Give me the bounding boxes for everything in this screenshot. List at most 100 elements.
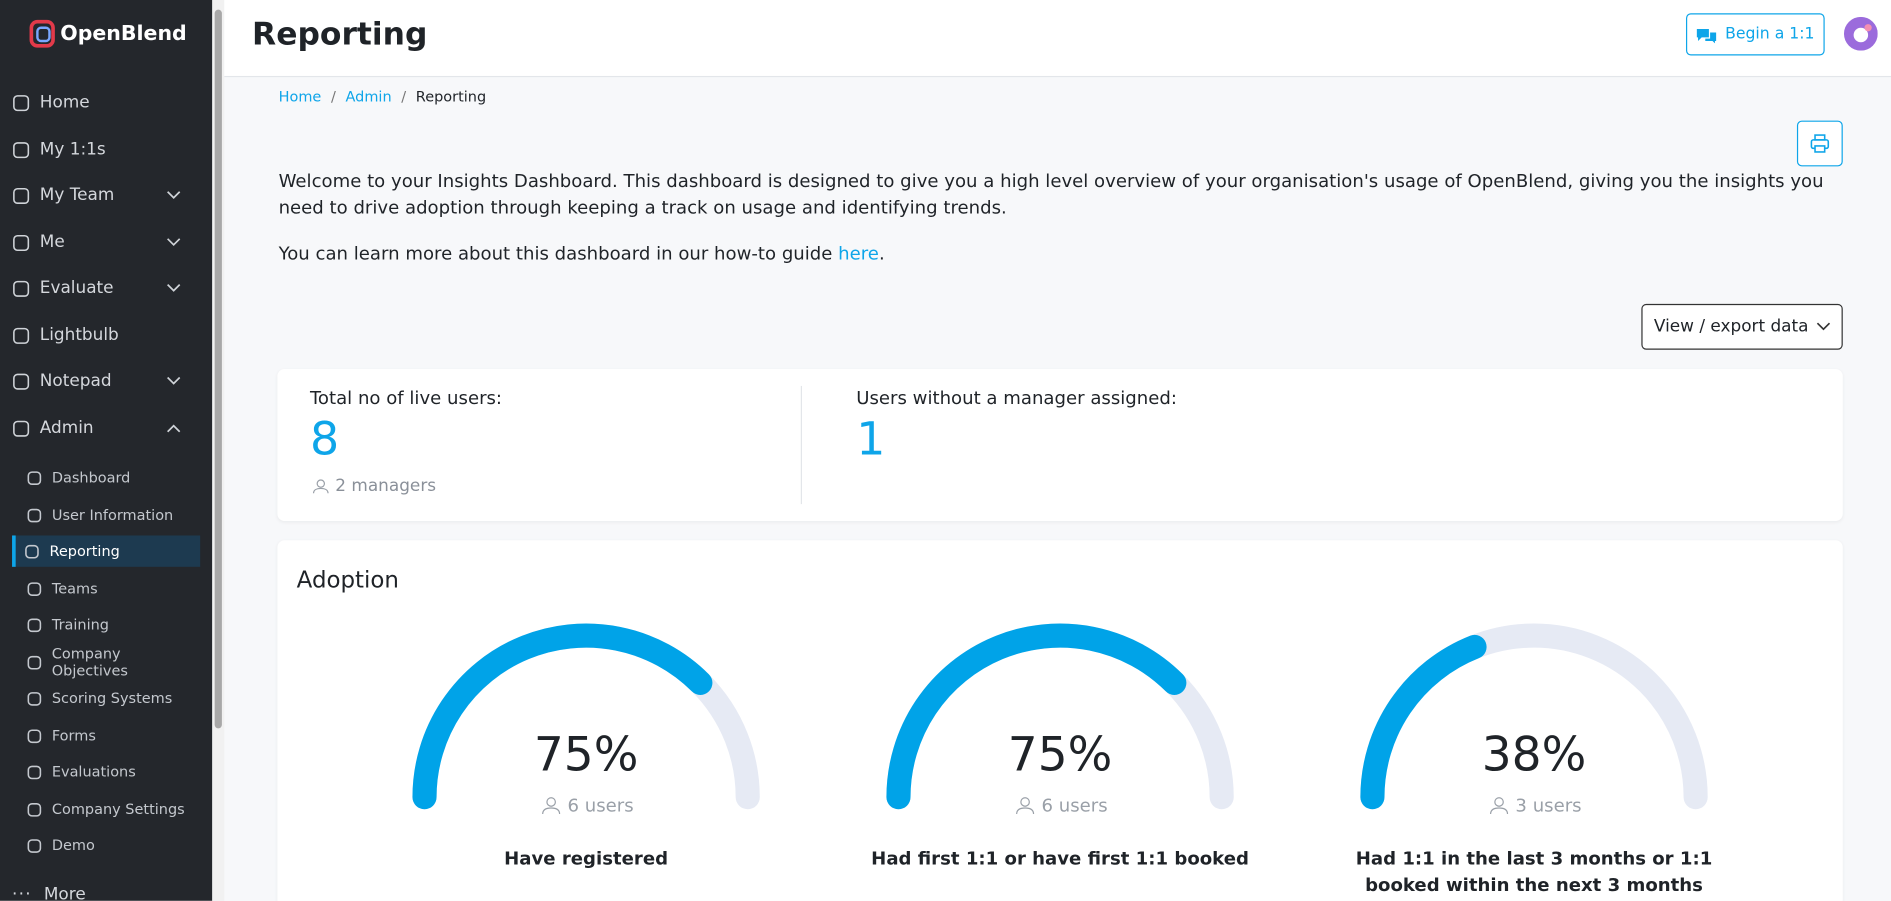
submenu-label: Company Settings: [51, 800, 185, 818]
nav-label: My Team: [39, 185, 115, 206]
submenu-item[interactable]: Forms: [12, 720, 200, 751]
submenu-item[interactable]: Reporting: [12, 535, 201, 567]
icon-shape: [316, 479, 326, 488]
icon-shape: [27, 508, 42, 522]
nav-label: Notepad: [39, 371, 112, 391]
section-title: Adoption: [296, 566, 399, 594]
icon: [13, 420, 30, 437]
submenu-item[interactable]: Evaluations: [12, 756, 200, 787]
users-icon: [541, 797, 560, 815]
begin-button[interactable]: Begin a 1:1: [1685, 13, 1825, 56]
submenu-item[interactable]: Company Objectives: [12, 645, 200, 679]
chevron: [167, 238, 181, 247]
nav-item[interactable]: My 1:1s: [12, 131, 203, 167]
icon-shape: [1019, 797, 1030, 807]
nav-item[interactable]: ··· More: [12, 877, 203, 901]
chevron: [167, 376, 181, 385]
users-icon: [312, 479, 329, 494]
submenu-item[interactable]: Dashboard: [12, 462, 200, 493]
guide-text: You can learn more about this dashboard …: [278, 242, 839, 265]
icon-shape: [27, 691, 42, 706]
nav-label: Evaluate: [39, 278, 114, 298]
gauge-users: 6 users: [466, 794, 707, 817]
icon: [27, 470, 42, 485]
submenu-item[interactable]: Demo: [12, 830, 200, 861]
icon-shape: [27, 617, 42, 632]
guide-paragraph: You can learn more about this dashboard …: [279, 240, 885, 267]
submenu-label: Training: [51, 616, 109, 634]
crumb[interactable]: Home: [278, 88, 322, 105]
print-button[interactable]: [1796, 120, 1843, 167]
stats-card: [277, 369, 1843, 521]
guide-link[interactable]: here: [838, 242, 879, 265]
chevron-path: [167, 376, 181, 385]
icon: [27, 838, 42, 853]
crumb[interactable]: Admin: [345, 88, 392, 105]
nav-item[interactable]: Home: [12, 84, 203, 120]
gauge-users: 3 users: [1413, 795, 1654, 816]
icon-shape: [25, 544, 39, 558]
icon-shape: [545, 797, 556, 807]
icon-shape: [312, 487, 329, 494]
icon-shape: [541, 807, 560, 815]
gauge-label: Had 1:1 in the last 3 months or 1:1 book…: [1355, 847, 1713, 897]
icon-shape: [27, 728, 42, 743]
users-label: 6 users: [567, 794, 634, 817]
guide-end: .: [878, 242, 885, 265]
submenu-item[interactable]: Training: [12, 609, 200, 640]
submenu-item[interactable]: Scoring Systems: [12, 683, 200, 714]
crumb-sep: /: [401, 88, 407, 105]
submenu-item[interactable]: Company Settings: [12, 794, 200, 825]
submenu-item[interactable]: Teams: [12, 573, 200, 604]
icon: [25, 544, 39, 558]
crumb-current: Reporting: [415, 88, 487, 105]
icon-shape: [27, 802, 42, 817]
nav-item[interactable]: Evaluate: [12, 270, 203, 306]
stat-value: 8: [309, 412, 340, 466]
gauge-percent: 38%: [1481, 728, 1587, 783]
chevron: [167, 191, 181, 199]
gauge-percent: 75%: [1007, 728, 1113, 783]
icon-shape: [13, 373, 30, 390]
submenu-label: Teams: [51, 580, 98, 597]
gauge-label: Had first 1:1 or have first 1:1 booked: [871, 847, 1249, 870]
submenu-label: Dashboard: [51, 469, 131, 487]
brand: OpenBlend: [60, 21, 187, 46]
icon: [13, 280, 30, 297]
icon: [27, 728, 42, 743]
users-label: 6 users: [1041, 794, 1108, 817]
icon-shape: [1493, 797, 1504, 807]
chevron: [1816, 322, 1830, 331]
nav-label: Home: [39, 92, 90, 113]
nav-item[interactable]: Lightbulb: [12, 317, 203, 353]
icon: [27, 765, 42, 779]
icon-shape: [27, 765, 42, 779]
stat-value: 1: [856, 412, 886, 466]
icon-shape: [13, 327, 30, 344]
gauge-percent: 75%: [533, 728, 639, 783]
submenu-label: Scoring Systems: [51, 689, 173, 707]
icon-shape: [1015, 807, 1034, 815]
nav-item[interactable]: Notepad: [12, 363, 203, 399]
nav-label: Lightbulb: [39, 325, 119, 345]
stat-label: Total no of live users:: [309, 387, 503, 409]
icon-shape: [13, 280, 30, 297]
divider: [800, 385, 802, 505]
chevron-path: [167, 424, 181, 433]
submenu-label: Reporting: [49, 542, 120, 560]
breadcrumb: Home / Admin / Reporting: [279, 88, 487, 105]
icon: [27, 691, 42, 706]
submenu-item[interactable]: User Information: [12, 499, 200, 530]
gauge-label: Have registered: [504, 847, 669, 870]
nav-item[interactable]: My Team: [12, 177, 203, 213]
nav-item[interactable]: Me: [12, 224, 203, 260]
nav-item[interactable]: Admin: [12, 410, 203, 446]
export-button[interactable]: View / export data: [1641, 303, 1843, 350]
icon: [27, 508, 42, 522]
icon: [13, 327, 30, 344]
scrollbar-thumb[interactable]: [214, 9, 222, 729]
avatar[interactable]: [1843, 16, 1878, 51]
submenu-label: Company Objectives: [51, 645, 128, 679]
